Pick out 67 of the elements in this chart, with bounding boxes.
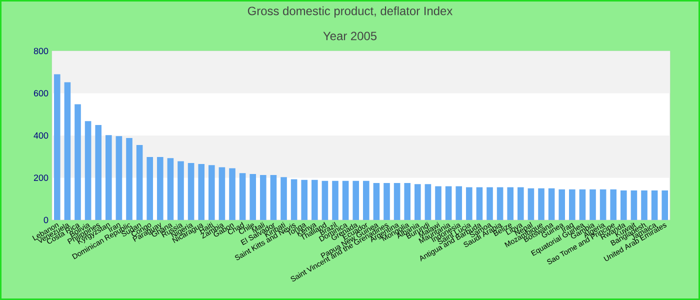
y-tick-label: 600: [34, 90, 48, 96]
bar: [569, 189, 576, 220]
bar: [404, 183, 411, 220]
bar: [178, 161, 184, 220]
y-tick-label: 200: [34, 174, 48, 181]
y-tick-label: 0: [44, 216, 48, 224]
bar: [290, 179, 298, 220]
bar: [188, 162, 194, 220]
bar: [218, 167, 226, 220]
bar: [424, 184, 432, 220]
bar: [167, 158, 174, 220]
bar: [518, 187, 524, 220]
bar: [507, 187, 514, 220]
bar: [239, 173, 246, 220]
bar: [229, 168, 236, 220]
bar: [95, 124, 102, 220]
bar: [332, 180, 338, 220]
bar: [384, 183, 390, 220]
bar: [208, 165, 215, 220]
bar: [116, 136, 122, 220]
y-tick-label: 400: [34, 132, 48, 139]
bar: [476, 187, 483, 220]
bar: [373, 183, 380, 220]
bar: [363, 180, 370, 220]
bar: [445, 186, 452, 220]
bar: [558, 189, 566, 220]
bar: [435, 186, 442, 220]
bar: [610, 189, 617, 220]
bar: [106, 135, 112, 220]
bar: [74, 104, 81, 220]
bar: [322, 180, 328, 220]
bar: [280, 177, 287, 220]
bar: [590, 189, 596, 220]
bar: [579, 189, 586, 220]
bar: [394, 183, 400, 220]
bar: [126, 138, 132, 220]
bar: [342, 180, 349, 220]
bar: [64, 82, 71, 220]
bar: [486, 187, 493, 220]
bar: [312, 180, 318, 220]
bar: [270, 175, 277, 220]
bar: [548, 188, 555, 220]
bar: [528, 188, 534, 220]
bar: [136, 145, 143, 220]
bar: [414, 184, 421, 220]
bar: [456, 186, 462, 220]
bar: [496, 187, 504, 220]
bar: [260, 175, 266, 220]
bar: [538, 188, 544, 220]
bar: [250, 174, 256, 220]
bar: [630, 190, 638, 220]
y-tick-label: 800: [34, 48, 48, 54]
chart-subtitle: Year 2005: [323, 32, 377, 40]
bar: [620, 190, 627, 220]
bar: [352, 180, 360, 220]
bar: [198, 164, 205, 220]
bar: [301, 180, 308, 220]
bar: [146, 157, 154, 220]
bar: [466, 187, 472, 220]
bar: [54, 74, 60, 220]
bar: [641, 190, 648, 220]
bar: [651, 190, 658, 220]
chart-title: Gross domestic product, deflator Index: [248, 6, 453, 18]
bar: [157, 157, 164, 220]
bar: [84, 121, 92, 220]
bar: [662, 190, 668, 220]
bar: [600, 189, 606, 220]
